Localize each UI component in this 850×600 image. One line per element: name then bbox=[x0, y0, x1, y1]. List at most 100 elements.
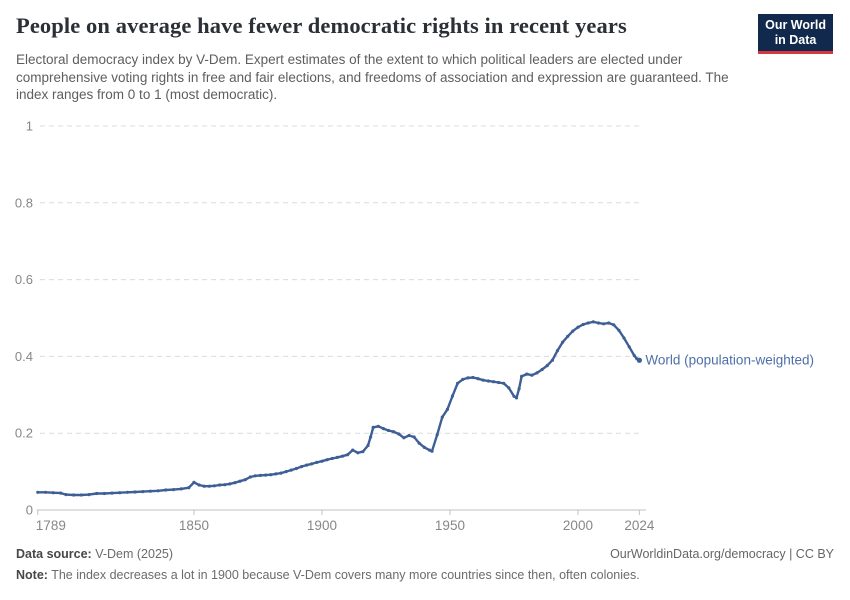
data-point bbox=[310, 462, 314, 466]
data-point bbox=[397, 432, 401, 436]
data-point bbox=[156, 489, 160, 493]
data-point bbox=[59, 491, 63, 495]
data-point bbox=[192, 480, 196, 484]
data-point bbox=[540, 367, 544, 372]
owid-link[interactable]: OurWorldinData.org/democracy | CC BY bbox=[610, 547, 834, 561]
data-point bbox=[435, 433, 439, 437]
world-line[interactable] bbox=[36, 320, 641, 497]
data-point bbox=[299, 465, 304, 469]
x-tick-label: 2024 bbox=[624, 518, 655, 533]
data-point bbox=[622, 336, 626, 340]
data-point bbox=[356, 451, 360, 455]
data-point bbox=[476, 377, 480, 381]
data-point bbox=[164, 488, 168, 492]
data-point bbox=[264, 473, 268, 477]
data-point bbox=[43, 490, 48, 494]
series-label-world[interactable]: World (population-weighted) bbox=[645, 353, 814, 368]
data-point bbox=[545, 364, 549, 368]
data-point bbox=[417, 441, 421, 445]
data-point bbox=[325, 458, 329, 462]
data-point bbox=[95, 491, 99, 496]
data-point bbox=[402, 436, 406, 440]
data-point bbox=[248, 475, 252, 479]
data-point bbox=[284, 470, 288, 474]
data-point bbox=[171, 488, 176, 492]
data-point bbox=[36, 490, 40, 494]
footer: Data source: V-Dem (2025) OurWorldinData… bbox=[16, 547, 834, 561]
data-point bbox=[218, 483, 222, 487]
data-point bbox=[566, 334, 570, 338]
data-point bbox=[330, 456, 334, 461]
data-point bbox=[497, 380, 501, 385]
data-point bbox=[466, 376, 470, 380]
data-point bbox=[571, 329, 575, 333]
data-point bbox=[361, 450, 365, 454]
data-point bbox=[525, 372, 529, 376]
data-point bbox=[258, 473, 263, 477]
data-point bbox=[456, 381, 460, 385]
data-point bbox=[320, 459, 324, 463]
data-point bbox=[87, 493, 91, 497]
data-source: Data source: V-Dem (2025) bbox=[16, 547, 173, 561]
data-point bbox=[407, 433, 411, 438]
data-point bbox=[72, 493, 76, 497]
data-point bbox=[141, 490, 145, 494]
data-point bbox=[340, 454, 344, 458]
data-point bbox=[596, 321, 601, 325]
data-point bbox=[274, 472, 278, 476]
data-source-label: Data source: bbox=[16, 547, 92, 561]
data-point bbox=[187, 486, 191, 490]
data-point bbox=[197, 483, 201, 487]
data-point bbox=[335, 455, 339, 459]
x-tick-label: 1789 bbox=[36, 518, 66, 533]
data-point bbox=[517, 387, 521, 391]
data-point bbox=[392, 430, 396, 434]
data-point bbox=[512, 394, 516, 398]
x-tick-label: 1900 bbox=[307, 518, 337, 533]
data-point bbox=[607, 321, 611, 325]
data-point bbox=[591, 320, 595, 324]
note-label: Note: bbox=[16, 568, 48, 582]
data-point bbox=[450, 394, 455, 398]
data-point bbox=[202, 484, 206, 488]
data-point bbox=[581, 322, 585, 327]
owid-logo-line2: in Data bbox=[774, 33, 817, 47]
owid-logo[interactable]: Our World in Data bbox=[758, 14, 833, 54]
data-point bbox=[366, 443, 370, 448]
owid-logo-line1: Our World bbox=[765, 18, 826, 32]
x-tick-label: 2000 bbox=[563, 518, 593, 533]
data-point bbox=[627, 345, 631, 349]
data-point bbox=[212, 484, 216, 488]
data-point bbox=[632, 354, 636, 358]
data-point bbox=[381, 427, 385, 431]
data-point bbox=[602, 322, 606, 326]
data-point bbox=[376, 424, 380, 428]
data-point bbox=[502, 381, 506, 385]
data-point bbox=[612, 323, 616, 327]
data-point bbox=[514, 396, 519, 400]
page-title: People on average have fewer democratic … bbox=[16, 13, 627, 38]
data-source-value: V-Dem (2025) bbox=[91, 547, 174, 561]
note-value: The index decreases a lot in 1900 becaus… bbox=[47, 568, 640, 582]
data-point bbox=[305, 463, 309, 467]
chart-subtitle: Electoral democracy index by V-Dem. Expe… bbox=[16, 52, 729, 102]
data-point bbox=[279, 471, 283, 475]
data-point bbox=[369, 435, 373, 439]
data-point bbox=[422, 445, 426, 449]
data-point bbox=[576, 325, 580, 329]
data-point bbox=[445, 407, 449, 411]
data-point bbox=[550, 358, 555, 362]
data-point bbox=[315, 460, 319, 464]
data-point bbox=[471, 375, 475, 380]
data-point bbox=[535, 371, 539, 375]
data-point bbox=[371, 425, 375, 429]
data-point bbox=[133, 490, 137, 494]
y-tick-label: 0.4 bbox=[15, 349, 33, 364]
data-point bbox=[207, 484, 211, 488]
x-tick-label: 1850 bbox=[179, 518, 209, 533]
data-point bbox=[51, 491, 55, 495]
data-point bbox=[253, 474, 257, 478]
data-point bbox=[238, 479, 242, 483]
